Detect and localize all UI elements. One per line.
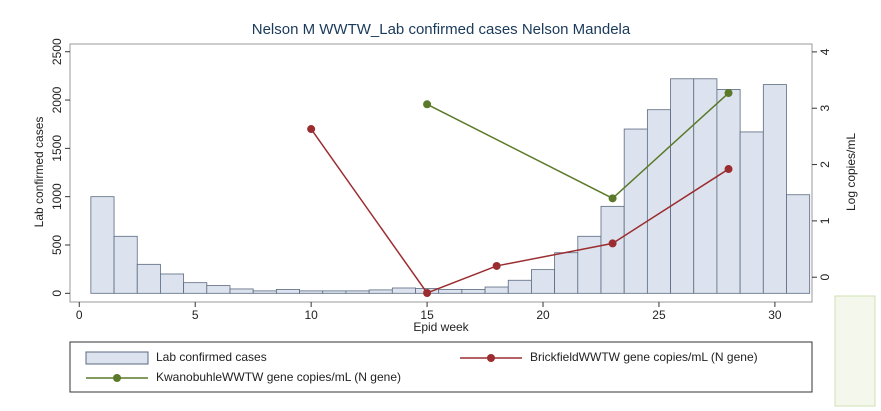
y-tick-label: 2000	[50, 86, 64, 113]
point	[423, 288, 432, 297]
legend-label: BrickfieldWWTW gene copies/mL (N gene)	[530, 350, 758, 364]
x-axis-label: Epid week	[413, 320, 469, 334]
bar	[438, 289, 463, 294]
bar	[113, 235, 138, 294]
bar	[206, 285, 231, 294]
y2-tick-label: 3	[818, 105, 832, 112]
y-tick-label: 1500	[50, 135, 64, 162]
bar	[252, 290, 277, 294]
bar	[275, 289, 300, 294]
bar	[762, 84, 787, 294]
bar	[716, 89, 741, 294]
legend-point	[113, 374, 121, 382]
x-tick-label: 30	[768, 308, 782, 322]
y2-tick-label: 4	[818, 48, 832, 55]
bar	[531, 269, 556, 294]
bar	[623, 128, 648, 294]
point	[724, 89, 733, 98]
bar	[507, 279, 532, 294]
legend-label: KwanobuhleWWTW gene copies/mL (N gene)	[156, 370, 401, 384]
point	[608, 239, 617, 248]
y2-tick-label: 2	[818, 161, 832, 168]
bar	[461, 289, 486, 294]
y-tick-label: 0	[50, 290, 64, 297]
y-tick-label: 2500	[50, 38, 64, 65]
y-tick-label: 1000	[50, 183, 64, 210]
bar	[160, 273, 185, 294]
legend-label: Lab confirmed cases	[156, 350, 267, 364]
point	[724, 165, 733, 174]
bar	[183, 282, 208, 294]
x-tick-label: 20	[536, 308, 550, 322]
x-tick-label: 10	[304, 308, 318, 322]
bar	[646, 109, 671, 294]
y-tick-label: 500	[50, 235, 64, 255]
point	[492, 261, 501, 270]
bar	[786, 194, 811, 294]
bar	[90, 196, 115, 294]
bar	[322, 290, 347, 294]
bar	[345, 290, 370, 294]
legend-point	[487, 354, 495, 362]
point	[307, 125, 316, 134]
x-tick-label: 0	[76, 308, 83, 322]
x-tick-label: 5	[192, 308, 199, 322]
bar	[693, 78, 718, 294]
x-tick-label: 25	[652, 308, 666, 322]
bar	[484, 286, 509, 294]
y-axis-label: Lab confirmed cases	[32, 117, 46, 228]
bar	[554, 252, 579, 294]
bar	[391, 287, 416, 294]
bar	[600, 205, 625, 294]
bar	[229, 288, 254, 294]
point	[608, 194, 617, 203]
bar	[368, 289, 393, 294]
bar	[577, 235, 602, 294]
bar	[739, 131, 764, 294]
point	[423, 100, 432, 109]
bar	[670, 78, 695, 294]
chart-title: Nelson M WWTW_Lab confirmed cases Nelson…	[252, 21, 631, 38]
y2-tick-label: 1	[818, 217, 832, 224]
legend-box	[69, 341, 813, 393]
y2-axis-label: Log copies/mL	[844, 133, 858, 211]
logo	[834, 295, 876, 407]
bar	[299, 290, 324, 294]
x-tick-label: 15	[420, 308, 434, 322]
legend-swatch	[85, 351, 149, 365]
bar	[136, 263, 161, 294]
y2-tick-label: 0	[818, 274, 832, 281]
